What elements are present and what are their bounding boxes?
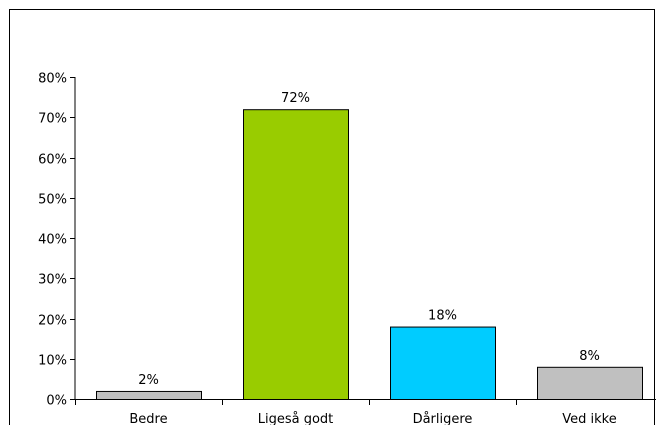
data-label: 8% [579,349,600,364]
x-tick-label: Ved ikke [562,412,616,425]
y-tick-label: 50% [38,193,67,208]
x-tick-label: Bedre [129,412,167,425]
y-tick-label: 0% [46,394,67,409]
y-tick-label: 10% [38,354,67,369]
bar-d-rligere [390,326,496,400]
bar-ved-ikke [537,366,643,400]
bar-liges-godt [243,109,349,400]
bars [96,109,643,401]
data-label: 2% [138,373,159,388]
x-tick-label: Dårligere [413,412,473,425]
data-labels: 2% 72% 18% 8% [138,91,600,388]
x-tick-label: Ligeså godt [258,412,334,425]
x-axis: Bedre Ligeså godt Dårligere Ved ikke [75,399,656,425]
y-tick-label: 20% [38,314,67,329]
y-axis: 0% 10% 20% 30% 40% 50% 60% 70% 80% [38,72,76,409]
data-label: 18% [428,309,457,324]
bar-bedre [96,390,202,401]
y-tick-label: 80% [38,72,67,87]
y-tick-label: 40% [38,233,67,248]
y-tick-label: 60% [38,153,67,168]
data-label: 72% [281,91,310,106]
y-tick-label: 30% [38,273,67,288]
y-tick-label: 70% [38,112,67,127]
